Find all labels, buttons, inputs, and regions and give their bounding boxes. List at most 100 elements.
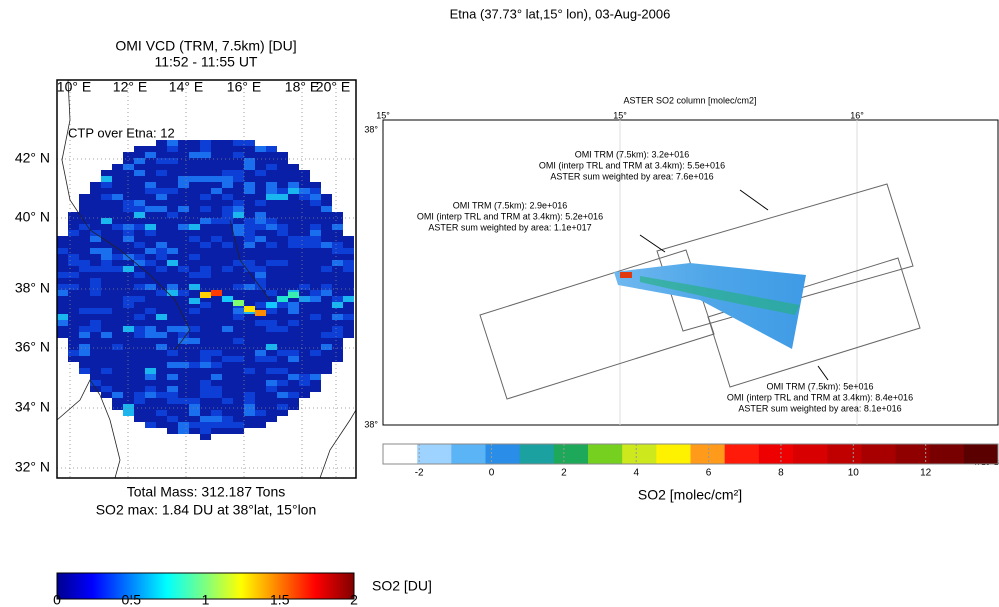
omi-pixel bbox=[222, 326, 233, 332]
omi-pixel bbox=[112, 290, 123, 296]
omi-pixel bbox=[123, 188, 134, 194]
omi-pixel bbox=[145, 146, 156, 152]
omi-pixel bbox=[266, 230, 277, 236]
omi-pixel bbox=[343, 308, 354, 314]
omi-pixel bbox=[211, 200, 222, 206]
omi-pixel bbox=[68, 254, 79, 260]
omi-pixel bbox=[332, 254, 343, 260]
omi-pixel bbox=[244, 260, 255, 266]
omi-pixel bbox=[189, 278, 200, 284]
omi-pixel bbox=[277, 158, 288, 164]
omi-pixel bbox=[79, 254, 90, 260]
lon-label: 10° E bbox=[57, 79, 91, 95]
omi-pixel bbox=[288, 248, 299, 254]
omi-pixel bbox=[299, 218, 310, 224]
omi-pixel bbox=[79, 308, 90, 314]
omi-pixel bbox=[123, 206, 134, 212]
omi-pixel bbox=[222, 290, 233, 296]
omi-pixel bbox=[156, 416, 167, 422]
omi-pixel bbox=[222, 344, 233, 350]
omi-pixel bbox=[332, 248, 343, 254]
omi-pixel bbox=[123, 326, 134, 332]
omi-pixel bbox=[255, 392, 266, 398]
omi-pixel bbox=[222, 428, 233, 434]
omi-pixel bbox=[101, 230, 112, 236]
omi-pixel bbox=[112, 170, 123, 176]
omi-pixel bbox=[332, 338, 343, 344]
omi-pixel bbox=[310, 362, 321, 368]
omi-pixel bbox=[156, 164, 167, 170]
omi-pixel bbox=[189, 146, 200, 152]
omi-pixel bbox=[123, 230, 134, 236]
omi-pixel bbox=[277, 302, 288, 308]
omi-pixel bbox=[200, 278, 211, 284]
omi-pixel bbox=[134, 260, 145, 266]
omi-pixel bbox=[200, 206, 211, 212]
omi-pixel bbox=[222, 362, 233, 368]
omi-pixel bbox=[222, 404, 233, 410]
omi-pixel bbox=[299, 272, 310, 278]
omi-pixel bbox=[288, 278, 299, 284]
omi-pixel bbox=[211, 284, 222, 290]
omi-pixel bbox=[90, 320, 101, 326]
omi-pixel bbox=[178, 380, 189, 386]
omi-pixel bbox=[277, 278, 288, 284]
omi-pixel bbox=[156, 260, 167, 266]
omi-pixel bbox=[310, 290, 321, 296]
omi-pixel bbox=[112, 380, 123, 386]
omi-pixel bbox=[79, 320, 90, 326]
omi-pixel bbox=[233, 416, 244, 422]
omi-pixel bbox=[310, 206, 321, 212]
omi-pixel bbox=[233, 140, 244, 146]
map-area bbox=[57, 80, 356, 478]
omi-pixel bbox=[79, 368, 90, 374]
omi-pixel bbox=[332, 320, 343, 326]
omi-pixel bbox=[288, 332, 299, 338]
omi-pixel bbox=[167, 266, 178, 272]
omi-pixel bbox=[244, 356, 255, 362]
omi-pixel bbox=[244, 182, 255, 188]
omi-pixel bbox=[321, 248, 332, 254]
omi-pixel bbox=[79, 326, 90, 332]
omi-pixel bbox=[244, 332, 255, 338]
omi-pixel bbox=[255, 356, 266, 362]
omi-pixel bbox=[178, 362, 189, 368]
omi-pixel bbox=[343, 278, 354, 284]
omi-pixel bbox=[145, 350, 156, 356]
omi-pixel bbox=[134, 248, 145, 254]
omi-pixel bbox=[123, 344, 134, 350]
omi-pixel bbox=[332, 266, 343, 272]
omi-pixel bbox=[101, 320, 112, 326]
omi-pixel bbox=[79, 338, 90, 344]
omi-pixel bbox=[156, 200, 167, 206]
omi-pixel bbox=[288, 386, 299, 392]
omi-pixel bbox=[288, 398, 299, 404]
omi-pixel bbox=[200, 176, 211, 182]
omi-pixel bbox=[178, 146, 189, 152]
omi-pixel bbox=[310, 242, 321, 248]
omi-pixel bbox=[277, 176, 288, 182]
plume-pixel bbox=[222, 296, 233, 302]
lon-label: 15° bbox=[376, 110, 390, 120]
omi-pixel bbox=[90, 302, 101, 308]
omi-pixel bbox=[90, 200, 101, 206]
omi-pixel bbox=[222, 236, 233, 242]
omi-pixel bbox=[167, 314, 178, 320]
omi-pixel bbox=[156, 176, 167, 182]
omi-pixel bbox=[178, 290, 189, 296]
omi-pixel bbox=[90, 356, 101, 362]
omi-pixel bbox=[200, 140, 211, 146]
omi-pixel bbox=[255, 230, 266, 236]
omi-pixel bbox=[112, 212, 123, 218]
omi-pixel bbox=[288, 218, 299, 224]
omi-pixel bbox=[211, 242, 222, 248]
omi-pixel bbox=[134, 338, 145, 344]
omi-pixel bbox=[255, 212, 266, 218]
colorbar-segment bbox=[588, 444, 623, 464]
omi-pixel bbox=[178, 140, 189, 146]
omi-pixel bbox=[167, 350, 178, 356]
omi-pixel bbox=[233, 200, 244, 206]
omi-pixel bbox=[167, 158, 178, 164]
omi-pixel bbox=[310, 278, 321, 284]
omi-pixel bbox=[200, 344, 211, 350]
